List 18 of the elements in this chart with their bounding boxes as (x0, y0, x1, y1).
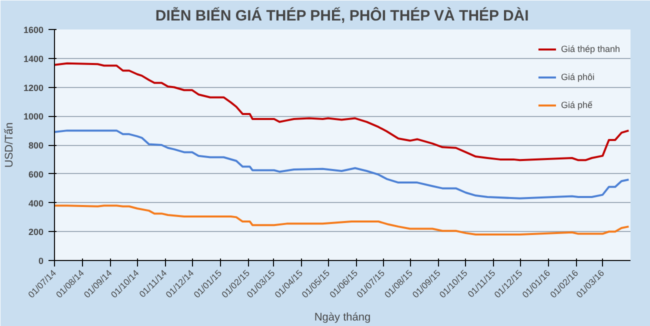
line-series (54, 62, 630, 162)
y-tick-label: 1200 (23, 82, 44, 93)
chart-title: DIỄN BIẾN GIÁ THÉP PHẾ, PHÔI THÉP VÀ THÉP DÀI (155, 6, 529, 24)
x-axis-title: Ngày tháng (314, 311, 371, 324)
y-tick-label: 600 (28, 169, 44, 180)
y-tick-label: 400 (28, 198, 44, 208)
y-tick-label: 800 (28, 140, 44, 150)
y-tick-label: 200 (28, 227, 44, 238)
line-series (54, 130, 630, 200)
y-tick-label: 1400 (23, 54, 44, 64)
y-tick-label: 0 (38, 256, 44, 266)
legend-label: Giá phế (560, 100, 592, 110)
legend-label: Giá phôi (560, 72, 594, 82)
y-tick-label: 1000 (23, 112, 44, 122)
legend-label: Giá thép thanh (560, 44, 620, 54)
y-axis-title: USD/Tấn (3, 122, 16, 168)
line-series (54, 204, 630, 236)
y-tick-label: 1600 (23, 25, 44, 35)
